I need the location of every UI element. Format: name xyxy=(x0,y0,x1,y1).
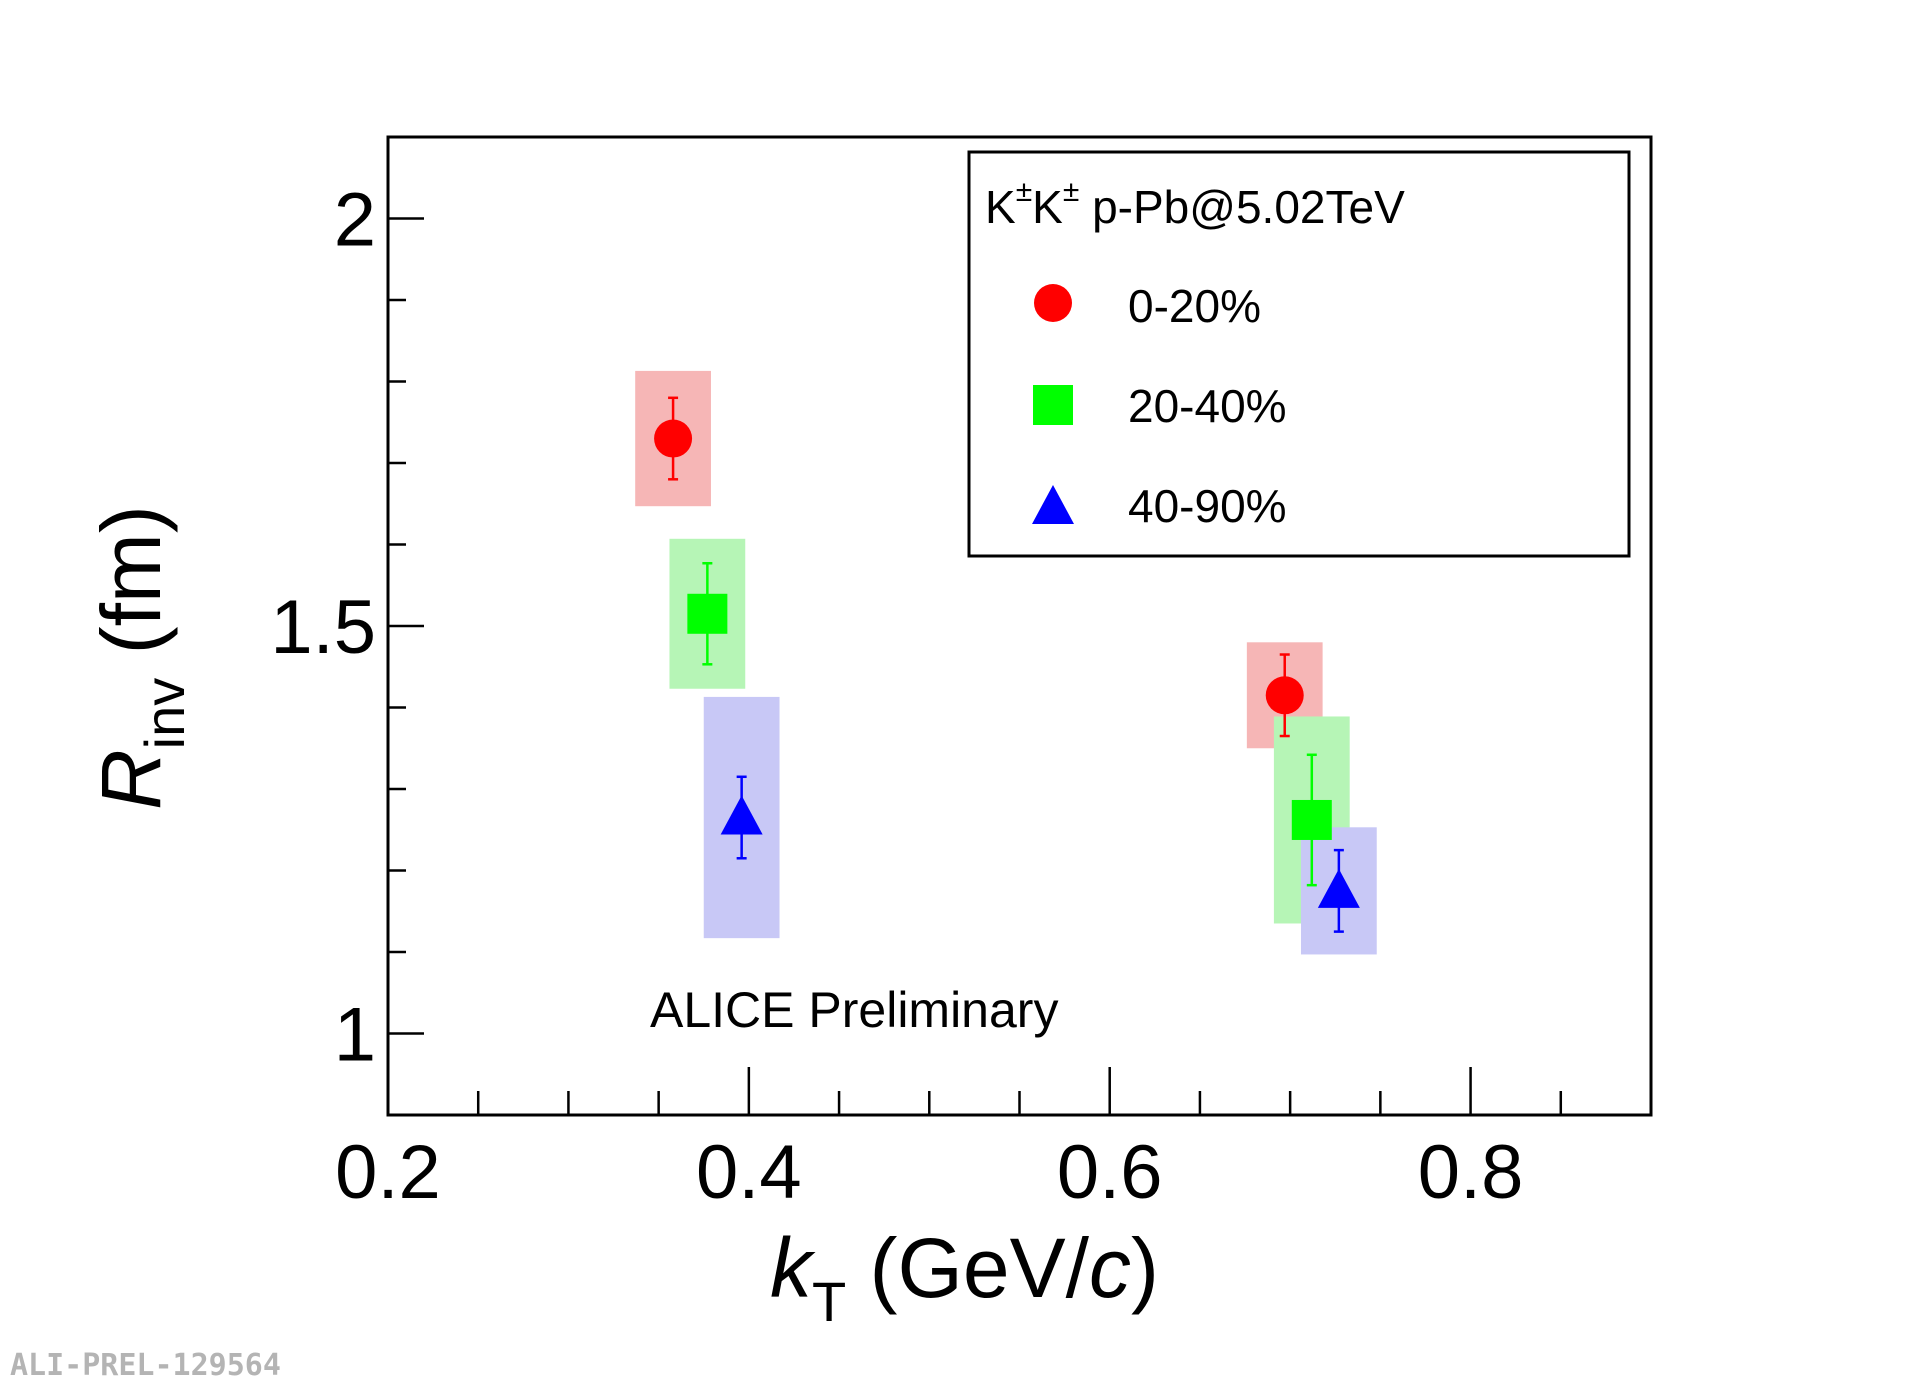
data-point xyxy=(1317,868,1360,908)
legend: K±K± p-Pb@5.02TeV 0-20% 20-40% 40-90% xyxy=(967,150,1631,558)
figure-id: ALI-PREL-129564 xyxy=(10,1348,281,1378)
data-point xyxy=(687,593,728,634)
legend-marker-40-90 xyxy=(1032,485,1074,524)
x-tick-label: 0.8 xyxy=(1418,1130,1524,1215)
y-axis-label: Rinv (fm) xyxy=(84,505,196,810)
data-point xyxy=(1291,799,1332,840)
alice-preliminary-label: ALICE Preliminary xyxy=(650,982,1058,1038)
x-tick-label: 0.2 xyxy=(335,1130,441,1215)
y-tick-label: 1.5 xyxy=(270,585,376,670)
legend-label-40-90: 40-90% xyxy=(1128,480,1287,532)
x-tick-labels: 0.2 0.4 0.6 0.8 xyxy=(335,1130,1523,1215)
axis-ticks xyxy=(386,135,1653,1117)
x-tick-label: 0.4 xyxy=(696,1130,802,1215)
y-tick-label: 1 xyxy=(334,993,376,1078)
data-markers xyxy=(654,419,1360,908)
x-axis-label: kT (GeV/c) xyxy=(770,1221,1159,1333)
data-point xyxy=(1265,676,1304,715)
data-point xyxy=(654,419,693,458)
legend-title: K±K± p-Pb@5.02TeV xyxy=(985,175,1405,233)
data-point xyxy=(720,795,763,835)
legend-label-0-20: 0-20% xyxy=(1128,280,1261,332)
legend-box xyxy=(967,150,1631,558)
y-tick-label: 2 xyxy=(334,178,376,263)
legend-marker-20-40 xyxy=(1033,385,1073,425)
legend-label-20-40: 20-40% xyxy=(1128,380,1287,432)
x-tick-label: 0.6 xyxy=(1057,1130,1163,1215)
y-tick-labels: 11.52 xyxy=(270,178,376,1078)
legend-marker-0-20 xyxy=(1034,284,1072,322)
